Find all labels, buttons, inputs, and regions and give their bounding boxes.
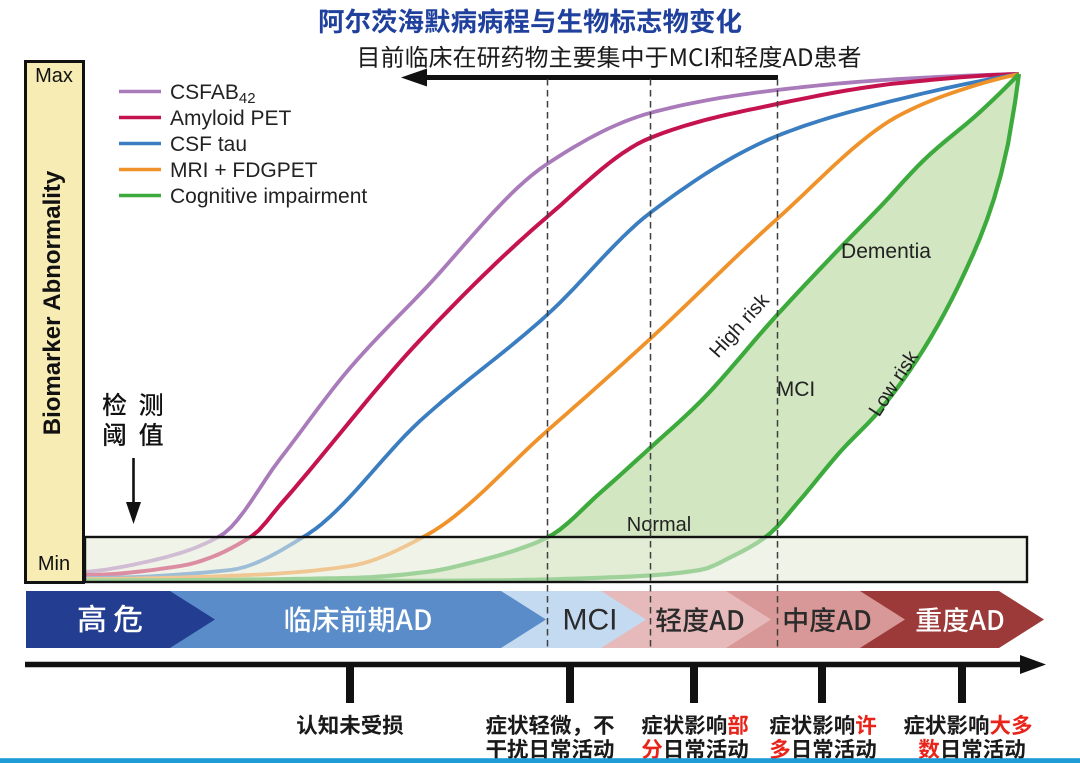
svg-text:MCI: MCI: [563, 604, 618, 637]
svg-text:Dementia: Dementia: [841, 240, 931, 263]
svg-text:MCI: MCI: [777, 378, 816, 401]
svg-text:Min: Min: [38, 553, 70, 575]
svg-text:Cognitive impairment: Cognitive impairment: [170, 185, 367, 208]
svg-text:Max: Max: [35, 65, 73, 87]
svg-text:Amyloid PET: Amyloid PET: [170, 107, 292, 130]
svg-text:CSF tau: CSF tau: [170, 133, 247, 156]
svg-text:Biomarker Abnormality: Biomarker Abnormality: [39, 170, 66, 435]
svg-text:MRI + FDGPET: MRI + FDGPET: [170, 159, 318, 182]
svg-text:Normal: Normal: [627, 514, 691, 536]
